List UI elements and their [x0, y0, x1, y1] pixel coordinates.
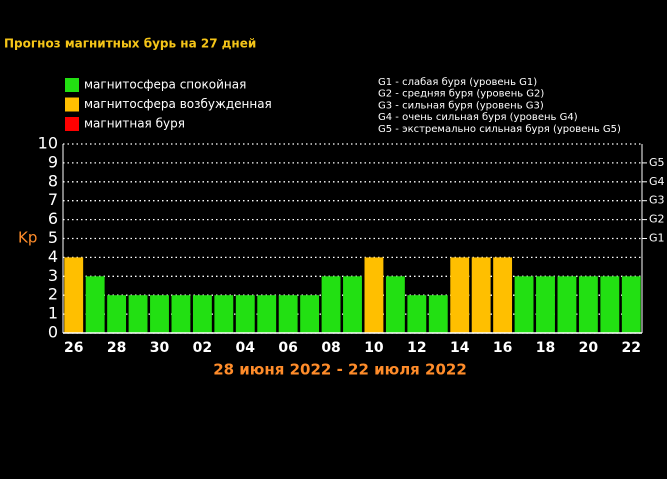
bar — [364, 257, 384, 333]
bar — [214, 295, 234, 333]
bar — [536, 276, 555, 333]
x-tick-label: 02 — [193, 340, 212, 356]
y-tick-label: 10 — [38, 134, 58, 153]
y-tick-label: 5 — [48, 228, 58, 247]
bar — [321, 276, 341, 333]
g-scale-note: G3 - сильная буря (уровень G3) — [378, 100, 544, 111]
bar — [64, 257, 84, 333]
legend-swatch — [65, 97, 79, 112]
y-tick-label: 4 — [48, 247, 58, 266]
chart-title: Прогноз магнитных бурь на 27 дней — [4, 37, 256, 51]
y2-tick-label: G3 — [649, 194, 665, 207]
bar — [85, 276, 105, 333]
x-tick-label: 14 — [450, 340, 470, 356]
bar — [300, 295, 320, 333]
y-tick-label: 8 — [48, 171, 58, 190]
bar — [428, 295, 448, 333]
bar — [407, 295, 427, 333]
bar — [471, 257, 491, 333]
x-tick-label: 16 — [493, 340, 512, 356]
g-scale-note: G2 - средняя буря (уровень G2) — [378, 89, 544, 100]
g-scale-note: G4 - очень сильная буря (уровень G4) — [378, 112, 578, 123]
bar — [343, 276, 362, 333]
bar — [171, 295, 191, 333]
x-tick-label: 22 — [622, 340, 641, 356]
y2-tick-label: G5 — [649, 156, 665, 169]
bar — [128, 295, 148, 333]
bar — [385, 276, 405, 333]
y2-tick-label: G4 — [649, 175, 665, 188]
y-axis-label: Kp — [18, 229, 37, 247]
x-tick-label: 04 — [236, 340, 256, 356]
y-tick-label: 1 — [48, 304, 58, 323]
bar — [600, 276, 620, 333]
y-tick-label: 6 — [48, 209, 58, 228]
x-tick-label: 20 — [579, 340, 599, 356]
bar — [557, 276, 577, 333]
bar — [621, 276, 641, 333]
legend-label: магнитосфера возбужденная — [84, 97, 272, 111]
g-scale-note: G1 - слабая буря (уровень G1) — [378, 77, 537, 88]
bar — [150, 295, 169, 333]
legend-swatch — [65, 78, 79, 92]
x-tick-label: 10 — [364, 340, 384, 356]
y2-tick-label: G2 — [649, 213, 665, 226]
y-tick-label: 0 — [48, 323, 58, 342]
bar — [493, 257, 513, 333]
legend-label: магнитная буря — [84, 117, 185, 131]
y2-tick-label: G1 — [649, 232, 665, 245]
bar — [235, 295, 255, 333]
x-tick-label: 08 — [321, 340, 340, 356]
bar — [107, 295, 127, 333]
x-axis-label: 28 июня 2022 - 22 июля 2022 — [213, 361, 467, 379]
g-scale-note: G5 - экстремально сильная буря (уровень … — [378, 124, 621, 135]
x-tick-label: 18 — [536, 340, 555, 356]
bar — [278, 295, 298, 333]
x-tick-label: 28 — [107, 340, 126, 356]
y-tick-label: 2 — [48, 285, 58, 304]
bar — [514, 276, 534, 333]
legend-label: магнитосфера спокойная — [84, 78, 246, 92]
y-tick-label: 7 — [48, 190, 58, 209]
bar — [450, 257, 470, 333]
bar — [578, 276, 598, 333]
x-tick-label: 06 — [278, 340, 297, 356]
x-tick-label: 26 — [64, 340, 83, 356]
bar — [192, 295, 212, 333]
y-tick-label: 3 — [48, 266, 58, 285]
x-tick-label: 12 — [407, 340, 426, 356]
x-tick-label: 30 — [150, 340, 170, 356]
y-tick-label: 9 — [48, 152, 58, 171]
bar — [257, 295, 277, 333]
legend-swatch — [65, 117, 79, 131]
